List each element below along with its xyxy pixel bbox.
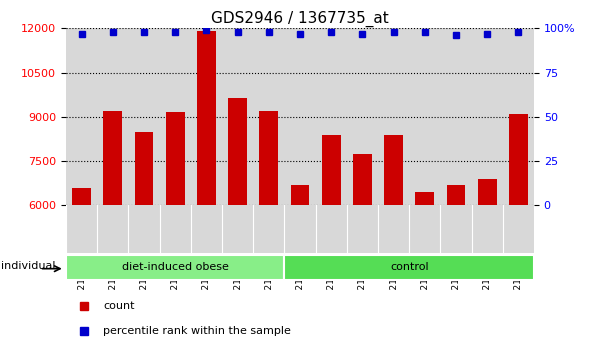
Bar [103, 111, 122, 354]
FancyBboxPatch shape [284, 255, 534, 280]
Bar [322, 135, 341, 354]
Text: individual: individual [1, 261, 56, 271]
Text: diet-induced obese: diet-induced obese [122, 262, 229, 272]
Title: GDS2946 / 1367735_at: GDS2946 / 1367735_at [211, 11, 389, 27]
Bar [384, 135, 403, 354]
Bar [134, 132, 154, 354]
Bar [290, 185, 310, 354]
Bar [509, 114, 528, 354]
Bar [228, 98, 247, 354]
FancyBboxPatch shape [66, 255, 284, 280]
Text: control: control [390, 262, 428, 272]
Text: count: count [103, 301, 134, 311]
Bar [166, 113, 185, 354]
Bar [478, 179, 497, 354]
Bar [415, 192, 434, 354]
Bar [259, 111, 278, 354]
Bar [353, 154, 372, 354]
Bar [72, 188, 91, 354]
Text: percentile rank within the sample: percentile rank within the sample [103, 326, 291, 336]
Bar [446, 185, 466, 354]
Bar [197, 31, 216, 354]
